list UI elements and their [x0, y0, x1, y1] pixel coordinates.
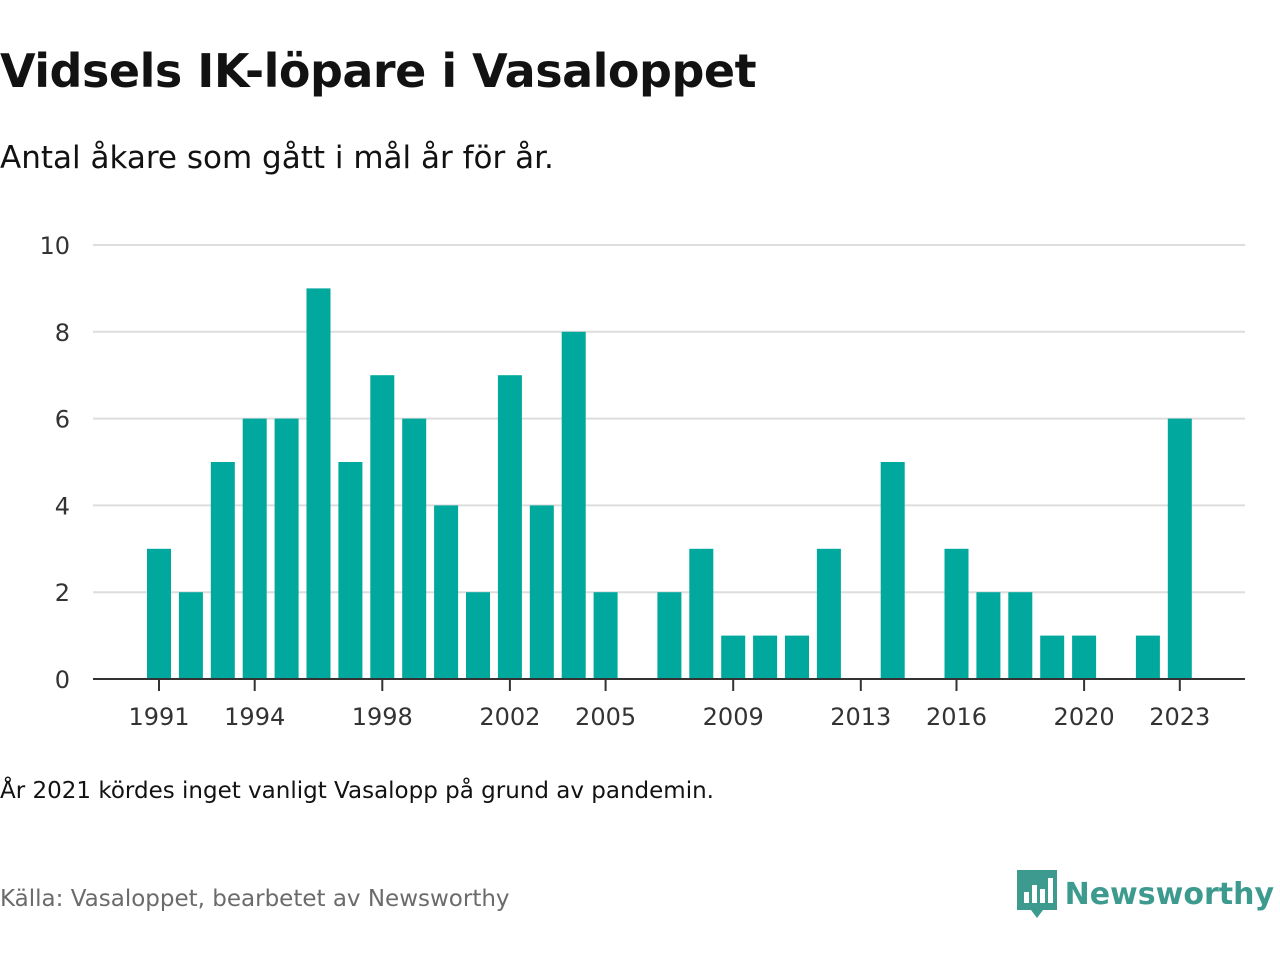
chart-note: År 2021 kördes inget vanligt Vasalopp på…	[0, 778, 714, 804]
bar-1996	[306, 288, 331, 679]
y-tick-label-0: 0	[55, 666, 70, 694]
x-tick-label-1991: 1991	[128, 703, 189, 731]
bar-2017	[976, 592, 1001, 679]
bar-1999	[402, 418, 427, 679]
x-tick-label-2002: 2002	[479, 703, 540, 731]
bar-1995	[274, 418, 299, 679]
bar-2014	[880, 462, 905, 679]
newsworthy-logo-icon	[1016, 870, 1057, 918]
x-tick-label-2013: 2013	[830, 703, 891, 731]
bar-2012	[816, 548, 841, 679]
bar-2003	[529, 505, 554, 679]
bar-2019	[1040, 635, 1065, 679]
bar-1992	[178, 592, 203, 679]
x-tick-label-1998: 1998	[352, 703, 413, 731]
axes: 0 2 4 6 8 10 1991 1994 1998 2002 2005 2009 2013 2016 2…	[39, 232, 1245, 731]
chart-title: Vidsels IK-löpare i Vasaloppet	[0, 44, 757, 98]
bar-2009	[721, 635, 746, 679]
bar-1993	[210, 462, 235, 679]
y-tick-label-2: 2	[55, 579, 70, 607]
bar-2002	[497, 375, 522, 679]
y-tick-label-10: 10	[39, 232, 70, 260]
bar-2007	[657, 592, 682, 679]
bar-1998	[370, 375, 395, 679]
bar-1991	[147, 548, 171, 679]
brand-logo: Newsworthy	[1016, 870, 1274, 918]
bar-2018	[1008, 592, 1033, 679]
bar-2005	[593, 592, 618, 679]
bar-2011	[785, 635, 809, 679]
source-credit: Källa: Vasaloppet, bearbetet av Newswort…	[0, 886, 510, 912]
bar-2004	[561, 331, 586, 679]
bar-2023	[1167, 418, 1192, 679]
bar-2001	[466, 592, 490, 679]
bar-1997	[338, 462, 363, 679]
bar-2000	[434, 505, 459, 679]
x-tick-label-1994: 1994	[224, 703, 285, 731]
bar-chart: 0 2 4 6 8 10 1991 1994 1998 2002 2005 2009 2013 2016 2…	[39, 232, 1245, 731]
x-tick-label-2016: 2016	[926, 703, 987, 731]
bar-2008	[689, 548, 714, 679]
y-tick-label-4: 4	[55, 492, 70, 520]
x-tick-label-2005: 2005	[575, 703, 636, 731]
bars	[147, 288, 1192, 679]
bar-1994	[242, 418, 267, 679]
bar-2016	[944, 548, 969, 679]
y-tick-label-6: 6	[55, 406, 70, 434]
brand-name: Newsworthy	[1064, 876, 1274, 912]
chart-subtitle: Antal åkare som gått i mål år för år.	[0, 140, 554, 176]
x-tick-label-2009: 2009	[703, 703, 764, 731]
y-tick-label-8: 8	[55, 319, 70, 347]
bar-2020	[1072, 635, 1097, 679]
bar-2022	[1135, 635, 1160, 679]
bar-2010	[753, 635, 778, 679]
x-tick-label-2023: 2023	[1149, 703, 1210, 731]
x-tick-label-2020: 2020	[1054, 703, 1115, 731]
